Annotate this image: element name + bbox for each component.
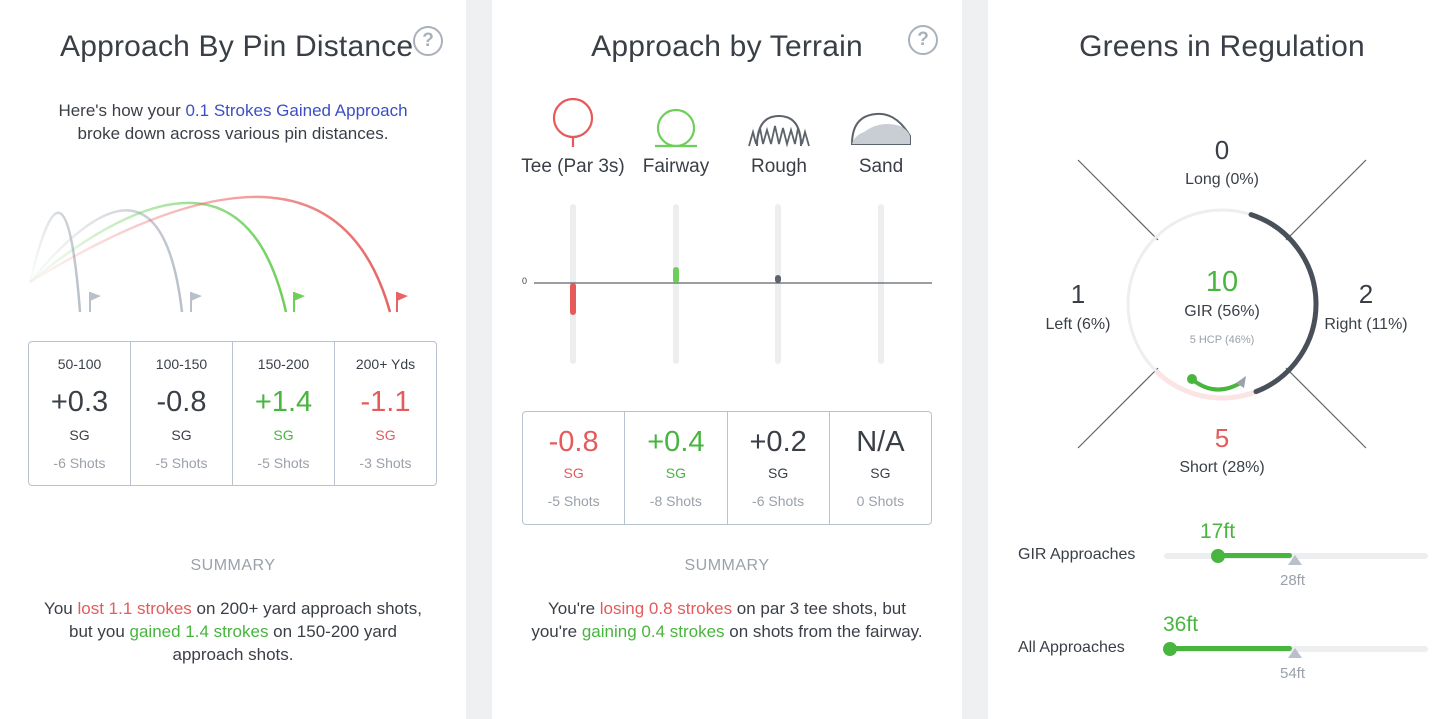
gir-count: 10 — [1205, 266, 1239, 298]
arc-200-plus — [29, 195, 392, 313]
track-rough — [775, 204, 781, 364]
rough-icon — [748, 114, 810, 148]
gir-approaches-value: 17ft — [1200, 520, 1236, 543]
flag-icon — [396, 292, 408, 312]
bar-rough — [775, 275, 781, 283]
terrain-fairway[interactable]: Fairway — [621, 98, 731, 178]
gir-arc — [1248, 212, 1319, 395]
gir-approaches-track — [1164, 553, 1428, 559]
flag-icon — [190, 292, 202, 312]
pin-distance-arcs — [28, 195, 408, 313]
right-count: 2 — [1358, 279, 1374, 309]
terrain-bar-chart: 0 — [522, 204, 932, 364]
approach-arc — [1191, 378, 1244, 392]
short-count: 5 — [1214, 423, 1230, 453]
all-approaches-benchmark: 54ft — [1280, 665, 1306, 682]
arc-50-100 — [28, 211, 82, 313]
gir-target-diagram — [1077, 159, 1367, 449]
all-approaches-value: 36ft — [1163, 613, 1199, 636]
arrow-icon — [1236, 376, 1246, 388]
help-icon[interactable]: ? — [413, 26, 443, 56]
long-label: Long (0%) — [1185, 171, 1259, 188]
all-approaches-dot[interactable] — [1163, 642, 1177, 656]
gir-title: Greens in Regulation — [1079, 30, 1365, 63]
gir-panel: Greens in Regulation 0 Long (0%) 1 Left … — [988, 0, 1456, 719]
right-label: Right (11%) — [1324, 316, 1408, 333]
pin-distance-title: Approach By Pin Distance — [60, 30, 414, 63]
terrain-sand[interactable]: Sand — [826, 98, 936, 178]
terrain-summary: You're losing 0.8 strokes on par 3 tee s… — [531, 599, 923, 641]
gir-approaches-label: GIR Approaches — [1018, 546, 1136, 563]
pin-col-50-100[interactable]: 50-100 +0.3 SG -6 Shots — [29, 342, 131, 485]
terrain-title: Approach by Terrain — [591, 30, 863, 63]
gir-approaches-fill — [1218, 553, 1292, 558]
terrain-table: -0.8 SG -5 Shots +0.4 SG -8 Shots +0.2 S… — [522, 411, 932, 525]
terrain-col-fairway[interactable]: +0.4 SG -8 Shots — [625, 412, 728, 524]
help-icon[interactable]: ? — [908, 25, 938, 55]
pin-col-150-200[interactable]: 150-200 +1.4 SG -5 Shots — [233, 342, 335, 485]
long-count: 0 — [1214, 135, 1230, 165]
terrain-col-sand[interactable]: N/A SG 0 Shots — [856, 426, 905, 509]
terrain-col-rough[interactable]: +0.2 SG -6 Shots — [728, 412, 830, 524]
gir-approaches-dot[interactable] — [1211, 549, 1225, 563]
zero-tick-label: 0 — [522, 276, 527, 286]
tee-icon — [552, 98, 594, 147]
sand-icon — [850, 112, 911, 145]
arc-100-150 — [29, 209, 184, 313]
divider-line — [1077, 159, 1159, 241]
all-approaches-fill — [1171, 646, 1292, 651]
left-count: 1 — [1070, 279, 1086, 309]
pin-distance-panel: Approach By Pin Distance ? Here's how yo… — [0, 0, 466, 719]
hcp-label: 5 HCP (46%) — [1189, 334, 1255, 346]
divider-line — [1285, 367, 1367, 449]
pin-col-200-plus[interactable]: 200+ Yds -1.1 SG -3 Shots — [355, 356, 416, 471]
left-label: Left (6%) — [1045, 316, 1111, 333]
bar-fairway — [673, 267, 679, 283]
divider-line — [1077, 367, 1159, 449]
arc-150-200 — [29, 201, 288, 313]
pin-distance-intro: Here's how your 0.1 Strokes Gained Appro… — [58, 101, 408, 143]
divider-line — [1285, 159, 1367, 241]
terrain-col-tee[interactable]: -0.8 SG -5 Shots — [523, 412, 626, 524]
track-fairway — [673, 204, 679, 364]
terrain-tee[interactable]: Tee (Par 3s) — [518, 98, 628, 178]
fairway-icon — [655, 108, 697, 148]
track-sand — [878, 204, 884, 364]
pin-col-100-150[interactable]: 100-150 -0.8 SG -5 Shots — [131, 342, 233, 485]
flag-icon — [89, 292, 101, 312]
gir-label: GIR (56%) — [1184, 303, 1260, 320]
short-label: Short (28%) — [1179, 459, 1265, 476]
terrain-rough[interactable]: Rough — [724, 98, 834, 178]
all-approaches-track — [1164, 646, 1428, 652]
gir-approaches-benchmark: 28ft — [1280, 572, 1306, 589]
pin-distance-table: 50-100 +0.3 SG -6 Shots 100-150 -0.8 SG … — [28, 341, 437, 486]
bar-tee — [570, 283, 576, 315]
approach-dot — [1187, 374, 1197, 384]
strokes-gained-link[interactable]: 0.1 Strokes Gained Approach — [185, 101, 408, 120]
pin-distance-summary: You lost 1.1 strokes on 200+ yard approa… — [44, 599, 422, 664]
terrain-panel: Approach by Terrain ? Tee (Par 3s) Fairw… — [492, 0, 962, 719]
flag-icon — [293, 292, 305, 312]
benchmark-arrow-icon — [1288, 648, 1302, 658]
all-approaches-label: All Approaches — [1018, 639, 1125, 656]
summary-label: SUMMARY — [190, 557, 276, 574]
benchmark-arrow-icon — [1288, 555, 1302, 565]
summary-label: SUMMARY — [684, 557, 770, 574]
